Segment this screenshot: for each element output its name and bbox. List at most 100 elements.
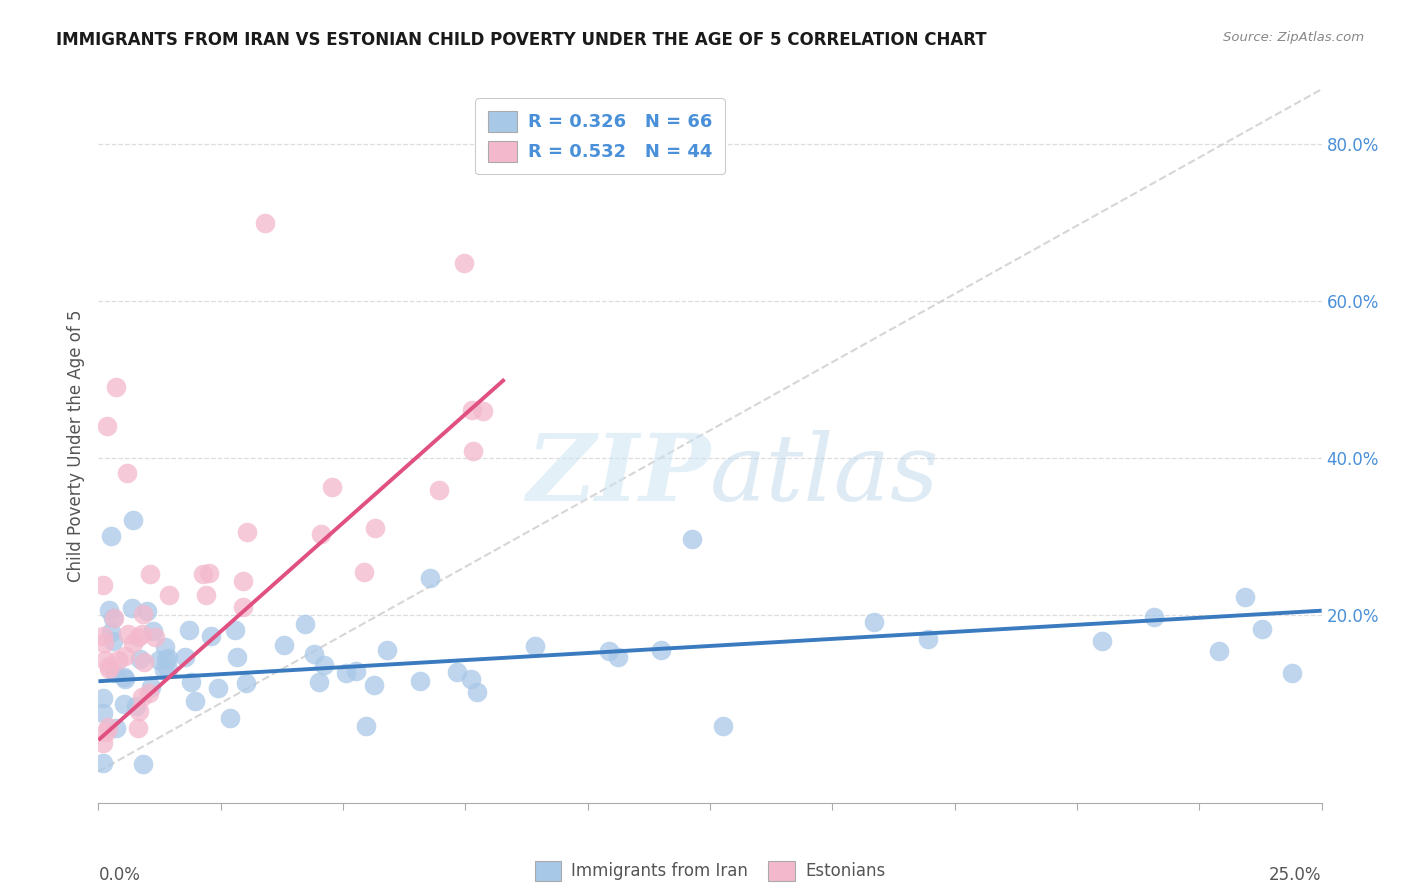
Point: [112, 697, 135, 711]
Y-axis label: Child Poverty Under the Age of 5: Child Poverty Under the Age of 5: [66, 310, 84, 582]
Point: [98, 662, 121, 676]
Point: [91, 706, 114, 721]
Point: [253, 215, 276, 229]
Point: [224, 624, 246, 638]
Point: [1281, 666, 1303, 681]
Point: [363, 521, 385, 535]
Point: [446, 665, 468, 679]
Point: [93, 636, 115, 650]
Point: [141, 681, 163, 695]
Text: 0.0%: 0.0%: [98, 865, 141, 884]
Point: [308, 674, 330, 689]
Legend: Immigrants from Iran, Estonians: Immigrants from Iran, Estonians: [529, 855, 891, 888]
Text: ZIP: ZIP: [526, 430, 710, 519]
Point: [354, 719, 377, 733]
Text: Source: ZipAtlas.com: Source: ZipAtlas.com: [1223, 31, 1364, 45]
Point: [114, 649, 136, 664]
Point: [232, 574, 254, 588]
Point: [184, 694, 207, 708]
Point: [107, 652, 129, 666]
Point: [375, 643, 398, 657]
Point: [139, 566, 162, 581]
Point: [236, 524, 259, 539]
Point: [463, 444, 485, 458]
Point: [157, 589, 180, 603]
Point: [132, 607, 155, 621]
Point: [713, 719, 735, 733]
Point: [91, 736, 114, 750]
Point: [124, 698, 146, 713]
Point: [155, 652, 177, 666]
Point: [273, 638, 295, 652]
Point: [1208, 644, 1230, 658]
Point: [419, 571, 441, 585]
Text: atlas: atlas: [710, 430, 939, 519]
Point: [134, 655, 156, 669]
Point: [156, 662, 179, 676]
Point: [180, 675, 202, 690]
Point: [96, 419, 118, 434]
Point: [523, 639, 546, 653]
Point: [104, 721, 127, 735]
Point: [408, 674, 430, 689]
Point: [226, 650, 249, 665]
Point: [207, 681, 229, 695]
Point: [94, 725, 117, 739]
Point: [138, 686, 160, 700]
Point: [114, 672, 136, 686]
Point: [465, 684, 488, 698]
Point: [302, 648, 325, 662]
Point: [127, 721, 149, 735]
Point: [200, 629, 222, 643]
Point: [1234, 591, 1257, 605]
Point: [344, 665, 367, 679]
Point: [131, 690, 153, 704]
Point: [97, 720, 120, 734]
Point: [121, 514, 143, 528]
Point: [91, 756, 114, 770]
Point: [91, 629, 114, 643]
Point: [112, 671, 135, 685]
Point: [460, 673, 482, 687]
Point: [472, 404, 495, 418]
Point: [98, 603, 121, 617]
Point: [156, 651, 179, 665]
Point: [294, 617, 316, 632]
Point: [309, 527, 332, 541]
Point: [863, 615, 886, 629]
Point: [127, 630, 149, 644]
Point: [461, 402, 484, 417]
Point: [121, 601, 143, 615]
Point: [353, 566, 375, 580]
Point: [174, 650, 197, 665]
Point: [363, 678, 385, 692]
Point: [218, 711, 240, 725]
Point: [191, 566, 214, 581]
Point: [117, 627, 139, 641]
Point: [104, 665, 127, 680]
Point: [135, 604, 157, 618]
Point: [103, 611, 125, 625]
Text: IMMIGRANTS FROM IRAN VS ESTONIAN CHILD POVERTY UNDER THE AGE OF 5 CORRELATION CH: IMMIGRANTS FROM IRAN VS ESTONIAN CHILD P…: [56, 31, 987, 49]
Point: [155, 640, 177, 655]
Point: [103, 611, 125, 625]
Point: [100, 625, 122, 640]
Point: [132, 756, 155, 771]
Point: [321, 480, 343, 494]
Point: [91, 690, 114, 705]
Point: [153, 663, 176, 677]
Point: [177, 624, 200, 638]
Point: [105, 380, 128, 394]
Point: [427, 483, 450, 497]
Point: [148, 653, 170, 667]
Point: [91, 578, 114, 592]
Point: [232, 599, 254, 614]
Point: [1090, 633, 1112, 648]
Point: [143, 630, 166, 644]
Point: [122, 636, 145, 650]
Point: [681, 532, 703, 546]
Point: [100, 529, 122, 543]
Point: [453, 255, 475, 269]
Point: [93, 653, 115, 667]
Point: [335, 666, 357, 681]
